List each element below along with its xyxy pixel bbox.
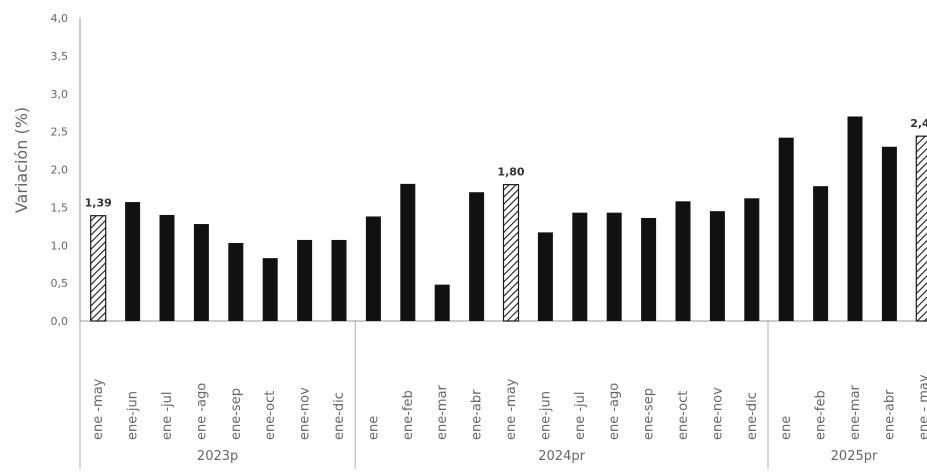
x-category-label: ene-abr xyxy=(882,389,897,440)
x-category-label: ene-jun xyxy=(126,391,141,440)
x-category-label: ene-nov xyxy=(710,387,725,440)
bar-highlighted xyxy=(502,184,520,322)
y-tick-label: 0,0 xyxy=(51,315,69,328)
bar xyxy=(365,216,381,321)
bar xyxy=(297,239,313,321)
bar xyxy=(159,214,175,321)
bar-highlighted xyxy=(90,215,107,322)
x-group-label: 2025pr xyxy=(831,449,878,464)
bar xyxy=(572,212,588,321)
bar-highlighted xyxy=(915,135,927,322)
y-tick-label: 1,0 xyxy=(51,239,69,252)
y-tick-label: 1,5 xyxy=(51,201,69,214)
x-category-label: ene-sep xyxy=(229,388,244,440)
y-tick-label: 2,5 xyxy=(51,126,69,139)
bar xyxy=(709,211,725,321)
x-category-label: ene-mar xyxy=(435,384,450,440)
y-tick-label: 3,5 xyxy=(51,50,69,63)
y-axis-title: Variación (%) xyxy=(12,107,31,213)
x-category-label: ene-sep xyxy=(642,388,657,440)
x-category-label: ene xyxy=(366,416,381,440)
x-category-label: ene -may xyxy=(91,378,106,440)
bar xyxy=(881,146,897,321)
x-category-label: ene-mar xyxy=(848,384,863,440)
bar xyxy=(537,232,553,321)
bar xyxy=(262,258,278,321)
x-category-label: ene -ago xyxy=(607,383,622,440)
bar xyxy=(778,137,794,321)
data-label: 2,44 xyxy=(910,117,927,130)
bar xyxy=(847,116,863,321)
x-category-label: ene-dic xyxy=(745,392,760,440)
x-category-label: ene-oct xyxy=(676,391,691,440)
bar xyxy=(434,284,450,321)
x-group-label: 2023p xyxy=(197,449,238,464)
bar xyxy=(641,217,657,321)
bar xyxy=(813,186,829,321)
x-group-label: 2024pr xyxy=(538,449,585,464)
bar xyxy=(400,183,416,321)
bar xyxy=(331,239,347,321)
bar xyxy=(193,224,209,321)
data-label: 1,80 xyxy=(497,166,524,179)
y-tick-label: 0,5 xyxy=(51,277,69,290)
x-category-label: ene-feb xyxy=(814,390,829,440)
bar xyxy=(469,192,485,321)
x-category-label: ene-jun xyxy=(538,391,553,440)
x-category-label: ene-nov xyxy=(298,387,313,440)
x-category-label: ene -may xyxy=(504,378,519,440)
data-label: 1,39 xyxy=(85,197,112,210)
bar xyxy=(675,201,691,321)
x-category-label: ene -jul xyxy=(160,391,175,440)
x-category-label: ene-abr xyxy=(470,389,485,440)
bar xyxy=(606,212,622,321)
y-tick-label: 3,0 xyxy=(51,88,69,101)
bar xyxy=(744,198,760,321)
x-category-label: ene -jul xyxy=(573,391,588,440)
bar xyxy=(125,202,141,321)
y-tick-label: 2,0 xyxy=(51,164,69,177)
x-category-label: ene - may xyxy=(917,374,927,440)
bar xyxy=(228,242,244,321)
x-category-label: ene xyxy=(779,416,794,440)
x-category-label: ene-feb xyxy=(401,390,416,440)
y-tick-label: 4,0 xyxy=(51,12,69,25)
x-category-label: ene-oct xyxy=(263,391,278,440)
x-category-label: ene-dic xyxy=(332,392,347,440)
x-category-label: ene -ago xyxy=(194,383,209,440)
